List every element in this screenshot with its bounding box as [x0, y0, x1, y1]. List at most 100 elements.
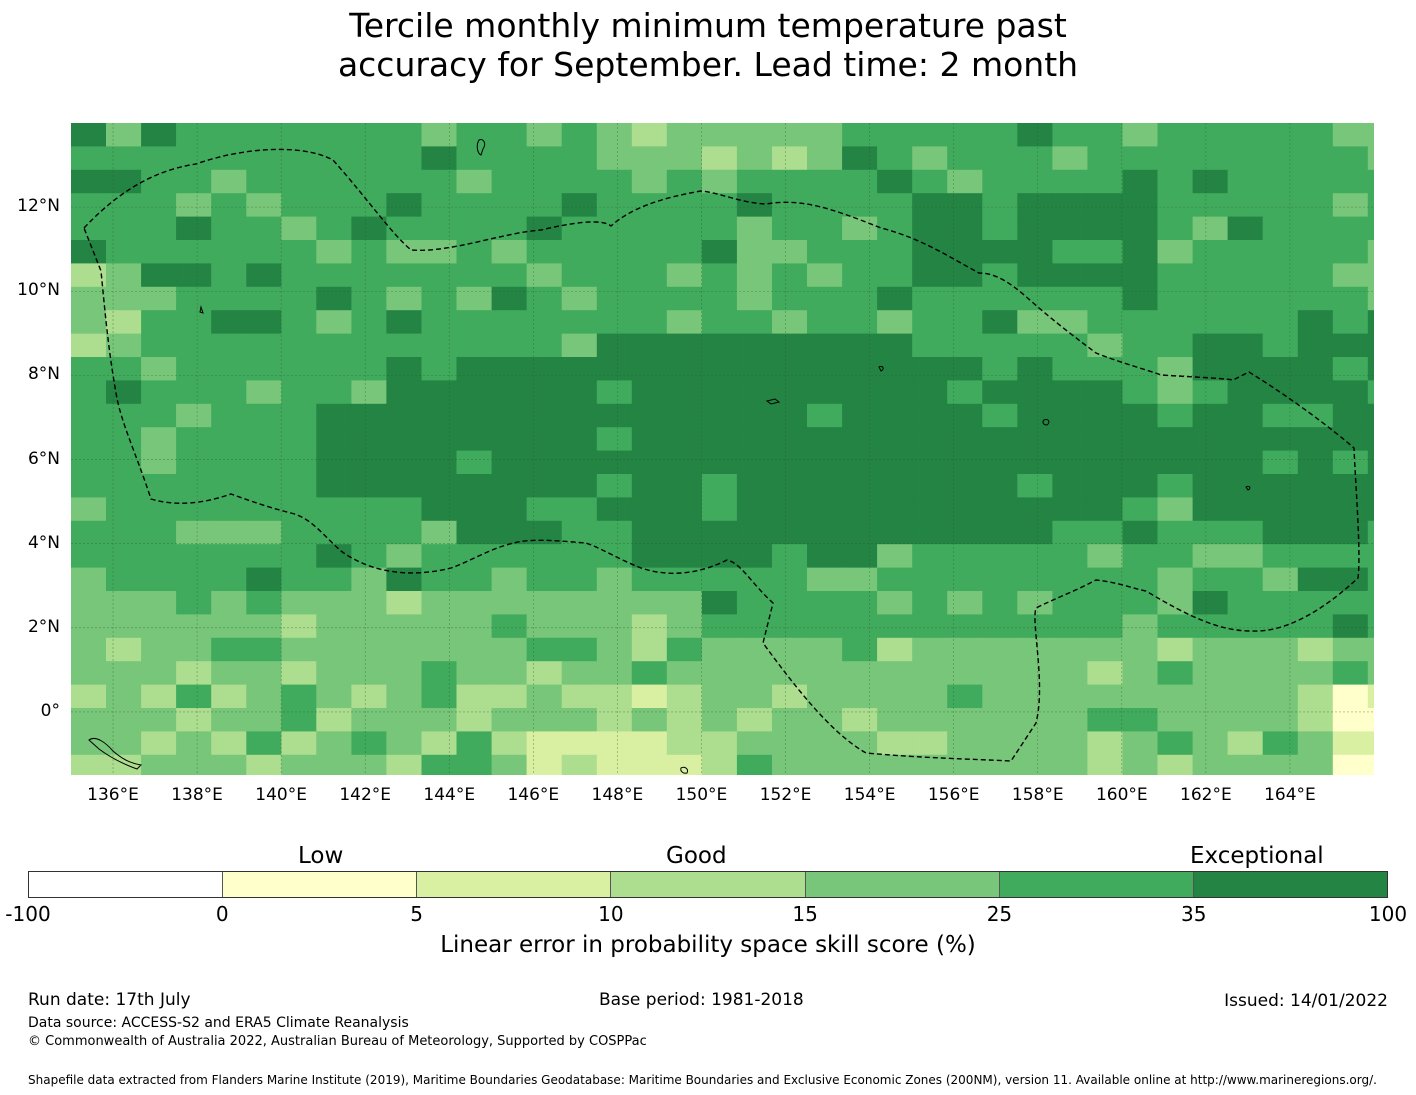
grid-cell	[877, 497, 913, 522]
grid-cell	[947, 403, 983, 428]
grid-cell	[596, 169, 633, 194]
grid-cell	[176, 403, 212, 428]
grid-cell	[561, 731, 598, 756]
grid-cell	[1262, 169, 1299, 194]
grid-cell	[842, 591, 878, 615]
grid-cell	[1122, 169, 1159, 194]
grid-cell	[1262, 637, 1299, 662]
grid-cell	[842, 520, 878, 545]
grid-cell	[351, 403, 387, 428]
grid-cell	[211, 520, 247, 545]
grid-cell	[386, 497, 422, 522]
grid-cell	[71, 637, 107, 662]
grid-cell	[1017, 357, 1053, 381]
grid-cell	[176, 380, 212, 405]
grid-cell	[1262, 754, 1299, 775]
grid-cell	[1262, 731, 1299, 756]
grid-cell	[807, 684, 843, 709]
grid-cell	[1332, 450, 1369, 475]
grid-cell	[596, 286, 633, 311]
grid-cell	[1332, 123, 1369, 147]
grid-cell	[947, 216, 983, 241]
grid-cell	[1157, 731, 1194, 756]
grid-cell	[526, 427, 563, 452]
grid-cell	[596, 216, 633, 241]
grid-cell	[947, 146, 983, 171]
grid-cell	[807, 216, 843, 241]
grid-cell	[456, 286, 493, 311]
grid-cell	[351, 427, 387, 452]
grid-cell	[1262, 684, 1299, 709]
grid-cell	[912, 754, 948, 775]
grid-cell	[526, 216, 563, 241]
grid-cell	[596, 357, 633, 381]
colorbar-segment	[1193, 872, 1387, 897]
grid-cell	[1367, 333, 1374, 358]
grid-cell	[772, 240, 808, 264]
grid-cell	[596, 333, 633, 358]
grid-cell	[491, 403, 528, 428]
grid-cell	[701, 286, 738, 311]
grid-cell	[1367, 357, 1374, 381]
grid-cell	[912, 310, 948, 335]
grid-cell	[141, 286, 177, 311]
lon-tick-label: 138°E	[171, 785, 223, 805]
grid-cell	[842, 357, 878, 381]
grid-cell	[912, 286, 948, 311]
grid-cell	[1087, 731, 1123, 756]
grid-cell	[316, 708, 352, 732]
grid-cell	[421, 731, 458, 756]
grid-cell	[772, 216, 808, 241]
grid-cell	[176, 591, 212, 615]
grid-cell	[947, 661, 983, 686]
grid-cell	[561, 614, 598, 639]
grid-cell	[71, 754, 107, 775]
grid-cell	[1087, 567, 1123, 592]
grid-cell	[491, 637, 528, 662]
grid-cell	[106, 731, 142, 756]
grid-cell	[1227, 146, 1264, 171]
grid-cell	[807, 286, 843, 311]
grid-cell	[1087, 661, 1123, 686]
grid-cell	[281, 708, 317, 732]
lat-tick-label: 10°N	[17, 280, 60, 301]
grid-cell	[631, 497, 668, 522]
grid-cell	[701, 193, 738, 218]
grid-cell	[631, 380, 668, 405]
grid-cell	[351, 637, 387, 662]
grid-cell	[316, 263, 352, 288]
grid-cell	[106, 169, 142, 194]
grid-cell	[386, 591, 422, 615]
grid-cell	[386, 474, 422, 498]
grid-cell	[596, 380, 633, 405]
grid-cell	[246, 637, 282, 662]
grid-cell	[316, 310, 352, 335]
grid-cell	[1017, 637, 1053, 662]
grid-cell	[421, 357, 458, 381]
grid-cell	[1087, 637, 1123, 662]
grid-cell	[1367, 380, 1374, 405]
grid-cell	[1192, 731, 1229, 756]
grid-cell	[1192, 333, 1229, 358]
grid-cell	[491, 661, 528, 686]
grid-cell	[1227, 520, 1264, 545]
grid-cell	[772, 544, 808, 569]
grid-cell	[176, 754, 212, 775]
grid-cell	[386, 637, 422, 662]
grid-cell	[701, 754, 738, 775]
grid-cell	[211, 146, 247, 171]
grid-cell	[316, 216, 352, 241]
grid-cell	[246, 123, 282, 147]
grid-cell	[1157, 357, 1194, 381]
grid-cell	[877, 544, 913, 569]
grid-cell	[1297, 427, 1334, 452]
grid-cell	[351, 286, 387, 311]
grid-cell	[666, 497, 703, 522]
grid-cell	[1087, 123, 1123, 147]
grid-cell	[666, 240, 703, 264]
grid-cell	[772, 450, 808, 475]
grid-cell	[1227, 591, 1264, 615]
grid-cell	[877, 357, 913, 381]
grid-cell	[1087, 193, 1123, 218]
grid-cell	[1052, 240, 1088, 264]
